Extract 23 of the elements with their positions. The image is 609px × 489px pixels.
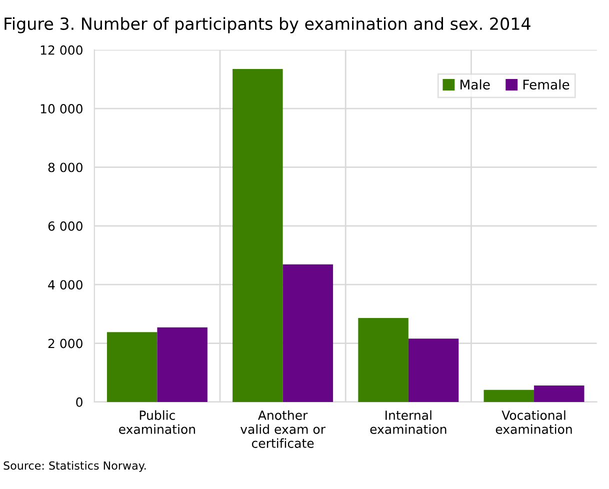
bar — [282, 264, 334, 402]
y-tick-label: 10 000 — [40, 104, 82, 114]
y-tick-label: 0 — [76, 397, 82, 407]
bar — [484, 390, 534, 402]
y-tick-label: 4 000 — [48, 280, 82, 290]
bar — [408, 338, 459, 402]
y-tick-label: 2 000 — [48, 338, 82, 348]
x-tick-label: Public examination — [119, 410, 195, 434]
x-tick-label: Internal examination — [370, 410, 446, 434]
bar — [534, 386, 584, 402]
x-tick-label: Vocational examination — [496, 410, 572, 434]
y-tick-label: 12 000 — [40, 45, 82, 55]
bar — [232, 68, 283, 402]
legend-label: Female — [523, 79, 570, 90]
y-tick-label: 8 000 — [48, 162, 82, 172]
legend-label: Male — [460, 79, 490, 90]
y-tick-label: 6 000 — [48, 221, 82, 231]
bar — [157, 327, 208, 402]
chart-title: Figure 3. Number of participants by examination and sex. 2014 — [4, 17, 530, 34]
bar — [358, 318, 408, 402]
bar — [106, 332, 158, 402]
source-note: Source: Statistics Norway. — [4, 461, 146, 472]
x-tick-label: Another valid exam or certificate — [240, 410, 326, 448]
